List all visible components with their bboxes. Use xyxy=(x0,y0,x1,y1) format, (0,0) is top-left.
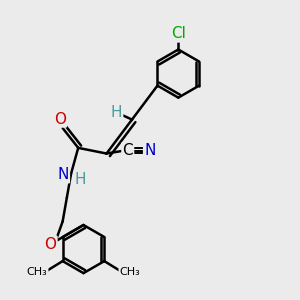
Text: N: N xyxy=(144,143,155,158)
Text: C: C xyxy=(122,143,133,158)
Text: H: H xyxy=(74,172,86,187)
Text: Cl: Cl xyxy=(171,26,186,41)
Text: O: O xyxy=(54,112,66,127)
Text: CH₃: CH₃ xyxy=(27,267,47,278)
Text: H: H xyxy=(111,105,122,120)
Text: O: O xyxy=(44,237,56,252)
Text: N: N xyxy=(58,167,69,182)
Text: CH₃: CH₃ xyxy=(119,267,140,278)
